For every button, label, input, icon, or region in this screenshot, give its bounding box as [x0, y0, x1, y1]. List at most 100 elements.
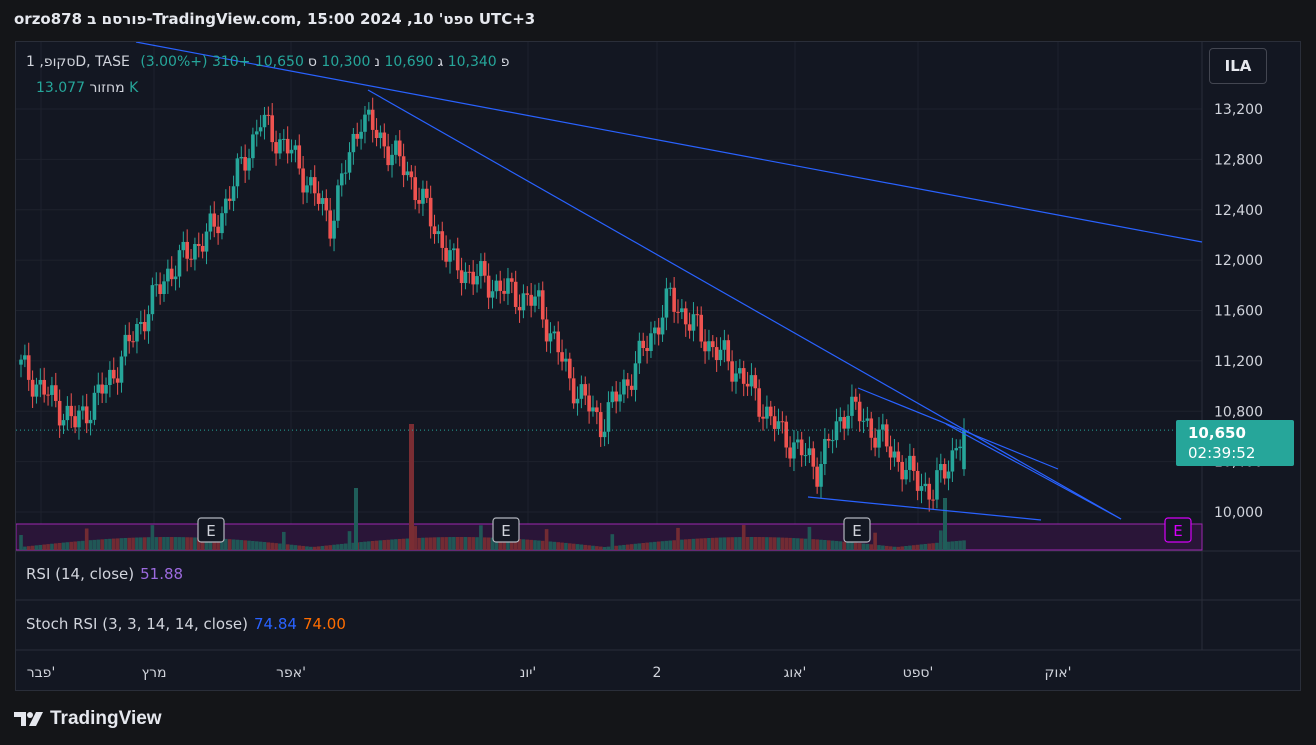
volume-bar: [687, 539, 692, 550]
candle-body: [502, 290, 506, 294]
candle-body: [884, 424, 889, 447]
candle-body: [266, 114, 271, 116]
candle-body: [529, 294, 533, 306]
volume-bar: [169, 537, 174, 550]
candle-body: [293, 145, 298, 150]
candle-body: [444, 247, 448, 262]
candle-body: [65, 405, 70, 421]
volume-bar: [722, 537, 727, 550]
candle-body: [459, 270, 464, 284]
candle-body: [424, 188, 429, 198]
volume-bar: [135, 537, 139, 550]
candle-body: [765, 406, 769, 419]
volume-bar: [595, 546, 599, 550]
volume-bar: [46, 544, 50, 550]
volume-bar: [131, 537, 135, 550]
volume-bar: [81, 540, 85, 550]
volume-bar: [374, 540, 379, 550]
volume-bar: [598, 546, 603, 550]
stoch-panel-label[interactable]: Stoch RSI (3, 3, 14, 14, close) 74.84 74.0…: [26, 615, 346, 633]
candle-body: [158, 284, 162, 295]
candle-body: [564, 358, 568, 362]
candle-body: [540, 290, 545, 320]
candle-body: [19, 359, 23, 365]
volume-bar: [224, 538, 228, 550]
candle-body: [77, 410, 81, 428]
candle-body: [730, 361, 734, 382]
candle-body: [347, 152, 352, 173]
volume-bar: [479, 525, 483, 550]
volume-bar: [738, 537, 742, 550]
volume-bar: [703, 538, 707, 550]
volume-bar: [212, 538, 217, 550]
volume-bar: [807, 526, 812, 550]
candle-body: [316, 193, 321, 204]
price-chart[interactable]: 13,200 12,800 12,400 12,000 11,600 11,200 10,8…: [16, 42, 1301, 691]
candle-body: [119, 356, 124, 383]
volume-bar: [796, 538, 800, 550]
candle-body: [738, 368, 742, 374]
volume-bar: [285, 544, 290, 550]
volume-bar: [108, 538, 112, 550]
volume-label: מחזור: [89, 80, 125, 96]
candle-body: [104, 385, 108, 394]
volume-bar: [386, 539, 390, 550]
currency-button[interactable]: ILA: [1209, 48, 1267, 84]
candle-body: [734, 373, 738, 382]
chart-frame[interactable]: 13,200 12,800 12,400 12,000 11,600 11,200 10,8…: [15, 41, 1301, 691]
time-tick-label: יונ': [520, 665, 536, 681]
volume-bar: [150, 525, 155, 550]
candle-body: [339, 173, 344, 186]
volume-bar: [309, 546, 313, 550]
tradingview-logo[interactable]: TradingView: [14, 708, 162, 730]
volume-bar: [741, 525, 746, 550]
volume-bar: [591, 545, 595, 550]
candle-body: [567, 358, 572, 379]
volume-bar: [699, 538, 703, 550]
volume-bar: [857, 543, 862, 550]
candle-body: [486, 275, 491, 298]
trendline: [135, 42, 1203, 243]
candle-body: [761, 416, 765, 419]
volume-bar: [390, 539, 394, 550]
candle-body: [343, 172, 348, 174]
volume-bar: [656, 541, 661, 550]
candle-body: [73, 416, 77, 428]
candle-body: [676, 311, 680, 313]
candle-body: [270, 115, 275, 143]
volume-bar: [343, 543, 348, 550]
volume-bar: [498, 537, 503, 550]
candle-body: [196, 244, 201, 246]
volume-bar: [297, 545, 302, 550]
candle-body: [962, 430, 966, 470]
volume-bar: [428, 537, 433, 550]
volume-bar: [26, 546, 31, 550]
volume-bar: [158, 537, 162, 550]
volume-bar: [529, 539, 533, 550]
volume-bar: [475, 537, 479, 550]
volume-bar: [220, 538, 224, 550]
volume-bar: [88, 540, 93, 550]
volume-bar: [316, 546, 321, 550]
candle-body: [919, 486, 924, 491]
candle-body: [780, 421, 785, 423]
volume-bar: [830, 540, 835, 550]
candle-body: [181, 241, 186, 251]
volume-bar: [312, 546, 317, 550]
stoch-d-value: 74.00: [302, 615, 346, 633]
volume-bar: [436, 537, 441, 550]
candle-body: [815, 466, 819, 487]
candle-body: [776, 421, 781, 429]
candle-body: [687, 324, 692, 331]
volume-bar: [53, 543, 58, 550]
rsi-panel-label[interactable]: RSI (14, close) 51.88: [26, 565, 183, 583]
candle-body: [401, 156, 406, 176]
volume-bar: [405, 538, 410, 550]
candle-body: [482, 261, 487, 276]
symbol-label[interactable]: סקופ, 1D, TASE: [26, 54, 130, 70]
candle-body: [587, 395, 591, 412]
volume-bar: [243, 540, 247, 550]
volume-bar: [533, 540, 537, 550]
volume-bar: [69, 541, 74, 550]
candle-body: [50, 385, 54, 395]
